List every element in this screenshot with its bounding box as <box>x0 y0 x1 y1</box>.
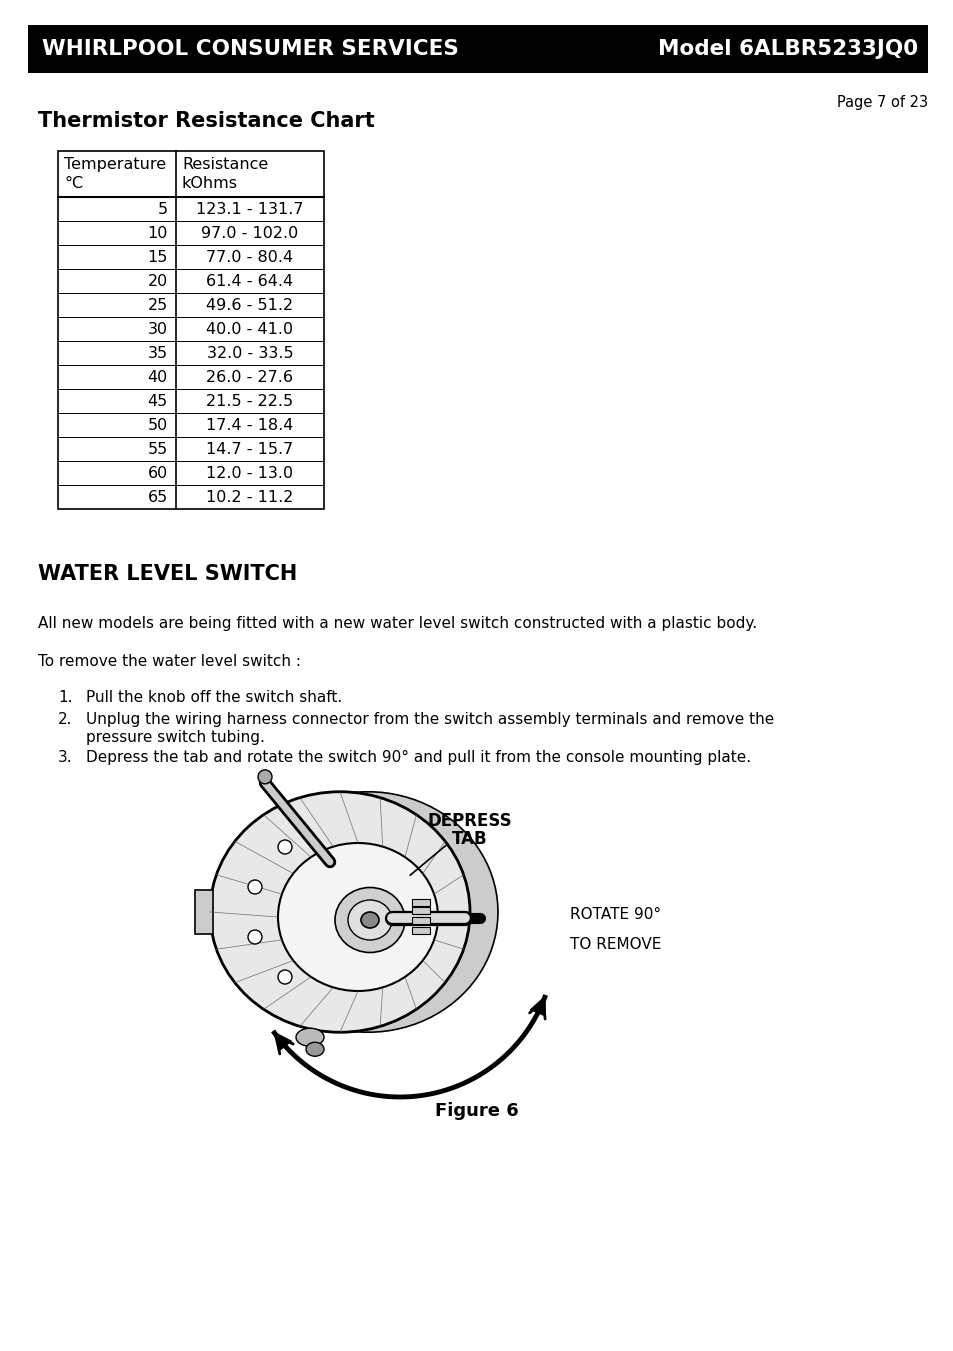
Circle shape <box>248 929 262 944</box>
Ellipse shape <box>348 900 392 940</box>
Text: Resistance: Resistance <box>182 157 268 172</box>
Text: Figure 6: Figure 6 <box>435 1102 518 1120</box>
Text: Temperature: Temperature <box>64 157 166 172</box>
Text: Depress the tab and rotate the switch 90° and pull it from the console mounting : Depress the tab and rotate the switch 90… <box>86 750 750 765</box>
Ellipse shape <box>360 912 378 928</box>
Text: 45: 45 <box>148 393 168 408</box>
Text: To remove the water level switch :: To remove the water level switch : <box>38 654 301 669</box>
Circle shape <box>277 840 292 854</box>
Text: 2.: 2. <box>58 712 72 727</box>
Text: Model 6ALBR5233JQ0: Model 6ALBR5233JQ0 <box>658 39 917 59</box>
Text: 5: 5 <box>157 201 168 216</box>
Text: 60: 60 <box>148 466 168 481</box>
Text: 3.: 3. <box>58 750 72 765</box>
Text: 15: 15 <box>148 250 168 265</box>
Bar <box>412 917 430 924</box>
Text: TAB: TAB <box>452 830 487 848</box>
Text: TO REMOVE: TO REMOVE <box>569 938 660 952</box>
Text: 40: 40 <box>148 370 168 385</box>
Text: 97.0 - 102.0: 97.0 - 102.0 <box>201 226 298 240</box>
Text: 55: 55 <box>148 442 168 457</box>
Polygon shape <box>529 996 545 1017</box>
Text: 26.0 - 27.6: 26.0 - 27.6 <box>206 370 294 385</box>
Text: 49.6 - 51.2: 49.6 - 51.2 <box>206 297 294 312</box>
Text: 1.: 1. <box>58 690 72 705</box>
Text: 12.0 - 13.0: 12.0 - 13.0 <box>206 466 294 481</box>
Text: Page 7 of 23: Page 7 of 23 <box>836 95 927 109</box>
Bar <box>194 890 213 934</box>
Text: 123.1 - 131.7: 123.1 - 131.7 <box>196 201 303 216</box>
Text: DEPRESS: DEPRESS <box>427 812 512 830</box>
Bar <box>412 927 430 934</box>
Circle shape <box>248 880 262 894</box>
Ellipse shape <box>295 1028 324 1046</box>
Text: °C: °C <box>64 176 83 190</box>
Ellipse shape <box>277 843 437 992</box>
Bar <box>412 907 430 915</box>
Bar <box>28 26 927 73</box>
Text: 14.7 - 15.7: 14.7 - 15.7 <box>206 442 294 457</box>
Ellipse shape <box>210 792 470 1032</box>
Text: kOhms: kOhms <box>182 176 237 190</box>
Ellipse shape <box>306 1042 324 1056</box>
Ellipse shape <box>335 888 405 952</box>
Text: 77.0 - 80.4: 77.0 - 80.4 <box>206 250 294 265</box>
Text: 30: 30 <box>148 322 168 336</box>
Text: Unplug the wiring harness connector from the switch assembly terminals and remov: Unplug the wiring harness connector from… <box>86 712 774 727</box>
Text: 17.4 - 18.4: 17.4 - 18.4 <box>206 417 294 432</box>
Text: WATER LEVEL SWITCH: WATER LEVEL SWITCH <box>38 563 297 584</box>
Text: 20: 20 <box>148 273 168 289</box>
Polygon shape <box>273 1031 293 1052</box>
Text: 65: 65 <box>148 489 168 504</box>
Text: 32.0 - 33.5: 32.0 - 33.5 <box>207 346 293 361</box>
Text: 10.2 - 11.2: 10.2 - 11.2 <box>206 489 294 504</box>
Text: Thermistor Resistance Chart: Thermistor Resistance Chart <box>38 111 375 131</box>
Text: 35: 35 <box>148 346 168 361</box>
Text: pressure switch tubing.: pressure switch tubing. <box>86 730 265 744</box>
Text: 61.4 - 64.4: 61.4 - 64.4 <box>206 273 294 289</box>
Bar <box>412 898 430 907</box>
Text: All new models are being fitted with a new water level switch constructed with a: All new models are being fitted with a n… <box>38 616 757 631</box>
Text: Pull the knob off the switch shaft.: Pull the knob off the switch shaft. <box>86 690 342 705</box>
Text: 10: 10 <box>148 226 168 240</box>
Text: ROTATE 90°: ROTATE 90° <box>569 907 660 921</box>
Bar <box>58 151 324 509</box>
Circle shape <box>257 770 272 784</box>
Text: 25: 25 <box>148 297 168 312</box>
Polygon shape <box>277 792 497 1032</box>
Text: 21.5 - 22.5: 21.5 - 22.5 <box>206 393 294 408</box>
Text: 50: 50 <box>148 417 168 432</box>
Circle shape <box>277 970 292 984</box>
Text: WHIRLPOOL CONSUMER SERVICES: WHIRLPOOL CONSUMER SERVICES <box>42 39 458 59</box>
Text: 40.0 - 41.0: 40.0 - 41.0 <box>206 322 294 336</box>
